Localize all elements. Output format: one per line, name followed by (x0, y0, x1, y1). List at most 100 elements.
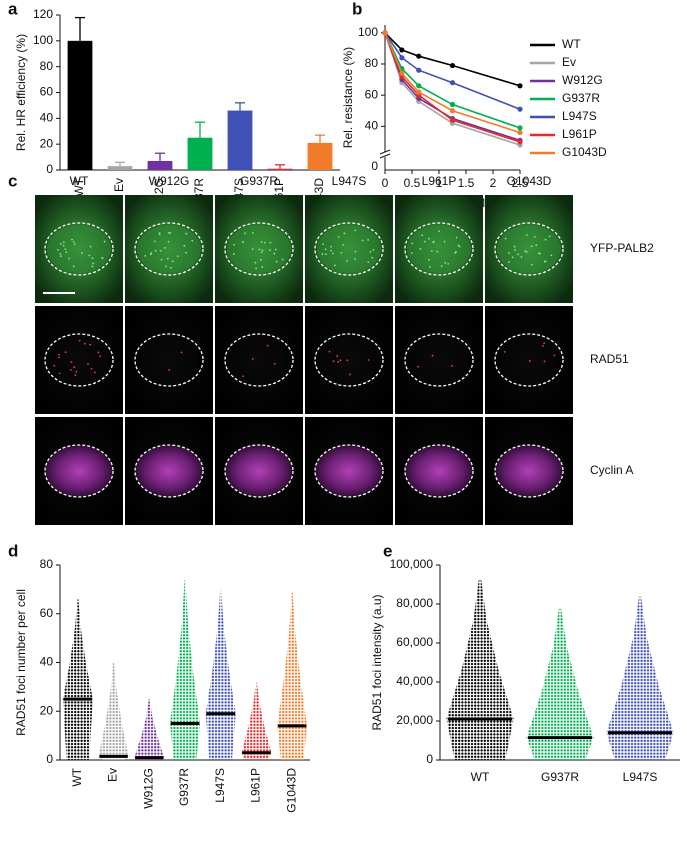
y-tick-label: 80,000 (396, 596, 433, 610)
x-tick-label: 0 (382, 176, 389, 190)
focus (530, 263, 533, 266)
cyclin-stain (495, 445, 563, 497)
y-axis-label: Rel. HR efficiency (%) (14, 34, 28, 151)
y-tick-label: 40 (365, 119, 379, 133)
point (449, 117, 456, 123)
point (449, 108, 456, 114)
focus (260, 240, 263, 243)
focus (90, 367, 93, 370)
y-axis-label: Rel. resistance (%) (341, 47, 355, 148)
focus (553, 354, 556, 357)
x-tick-label: WT (70, 767, 84, 786)
focus (72, 241, 75, 243)
y-tick-label: 80 (365, 56, 379, 70)
x-tick-label: G1043D (284, 768, 298, 813)
focus (543, 342, 546, 345)
cyclin-stain (135, 445, 203, 497)
focus (324, 248, 327, 251)
nucleus-outline (44, 222, 114, 276)
focus (232, 253, 235, 255)
focus (171, 260, 174, 263)
focus (185, 232, 188, 235)
nucleus-outline (314, 333, 384, 387)
focus (542, 344, 544, 347)
point (449, 80, 456, 86)
focus (535, 244, 538, 247)
x-tick-label: G937R (541, 770, 579, 784)
nucleus-outline (494, 333, 564, 387)
bar (187, 137, 213, 170)
column-label: WT (70, 174, 89, 188)
x-tick-label: L961P (249, 768, 263, 803)
focus (533, 235, 536, 238)
focus (419, 247, 422, 250)
dot-cloud (205, 589, 236, 760)
dot-cloud (241, 682, 272, 760)
cyclin-stain (225, 445, 293, 497)
x-tick-label: WT (72, 177, 86, 196)
focus (339, 359, 342, 362)
focus (251, 357, 254, 360)
focus (65, 251, 68, 254)
focus (153, 240, 156, 243)
focus (367, 359, 370, 361)
focus (447, 262, 450, 265)
legend-label: G937R (562, 91, 600, 105)
focus (367, 238, 370, 241)
focus (423, 240, 426, 243)
focus (258, 248, 261, 251)
dot-cloud (98, 662, 129, 760)
focus (428, 237, 430, 240)
focus (58, 372, 61, 375)
point (517, 139, 523, 145)
focus (443, 240, 446, 243)
cyclin-stain (45, 445, 113, 497)
bar (147, 160, 173, 170)
row-label: RAD51 (590, 352, 629, 366)
focus (458, 245, 461, 248)
panel-label: a (8, 0, 18, 18)
y-tick-label: 40,000 (396, 674, 433, 688)
focus (273, 362, 276, 365)
focus (431, 354, 434, 357)
y-tick-label: 60 (40, 606, 54, 620)
dot-cloud (277, 591, 308, 760)
point (399, 47, 405, 53)
focus (275, 260, 278, 263)
point (449, 62, 456, 69)
point (517, 83, 523, 89)
focus (169, 231, 172, 234)
focus (160, 249, 162, 252)
focus (349, 373, 351, 376)
y-tick-label: 60 (365, 87, 379, 101)
nucleus-outline (134, 222, 204, 276)
y-tick-label: 80 (40, 557, 54, 571)
focus (242, 375, 245, 378)
bar (227, 110, 253, 170)
focus (513, 245, 516, 248)
panel-label: e (383, 541, 392, 560)
focus (325, 253, 327, 256)
focus (88, 254, 91, 257)
nucleus-outline (404, 333, 474, 387)
focus (62, 244, 65, 247)
dot-cloud (606, 596, 674, 760)
focus (64, 351, 67, 353)
focus (176, 255, 179, 258)
nucleus-outline (224, 222, 294, 276)
focus (528, 360, 531, 362)
micrograph (305, 306, 393, 414)
focus (444, 261, 447, 264)
focus (191, 239, 194, 242)
focus (346, 359, 349, 362)
focus (342, 243, 345, 246)
focus (457, 244, 460, 247)
nucleus-outline (134, 333, 204, 387)
focus (333, 264, 336, 267)
focus (440, 265, 443, 268)
focus (185, 251, 188, 254)
axis-break (379, 149, 391, 155)
legend-label: Ev (562, 55, 576, 69)
focus (372, 249, 375, 251)
dot-cloud (526, 607, 594, 760)
